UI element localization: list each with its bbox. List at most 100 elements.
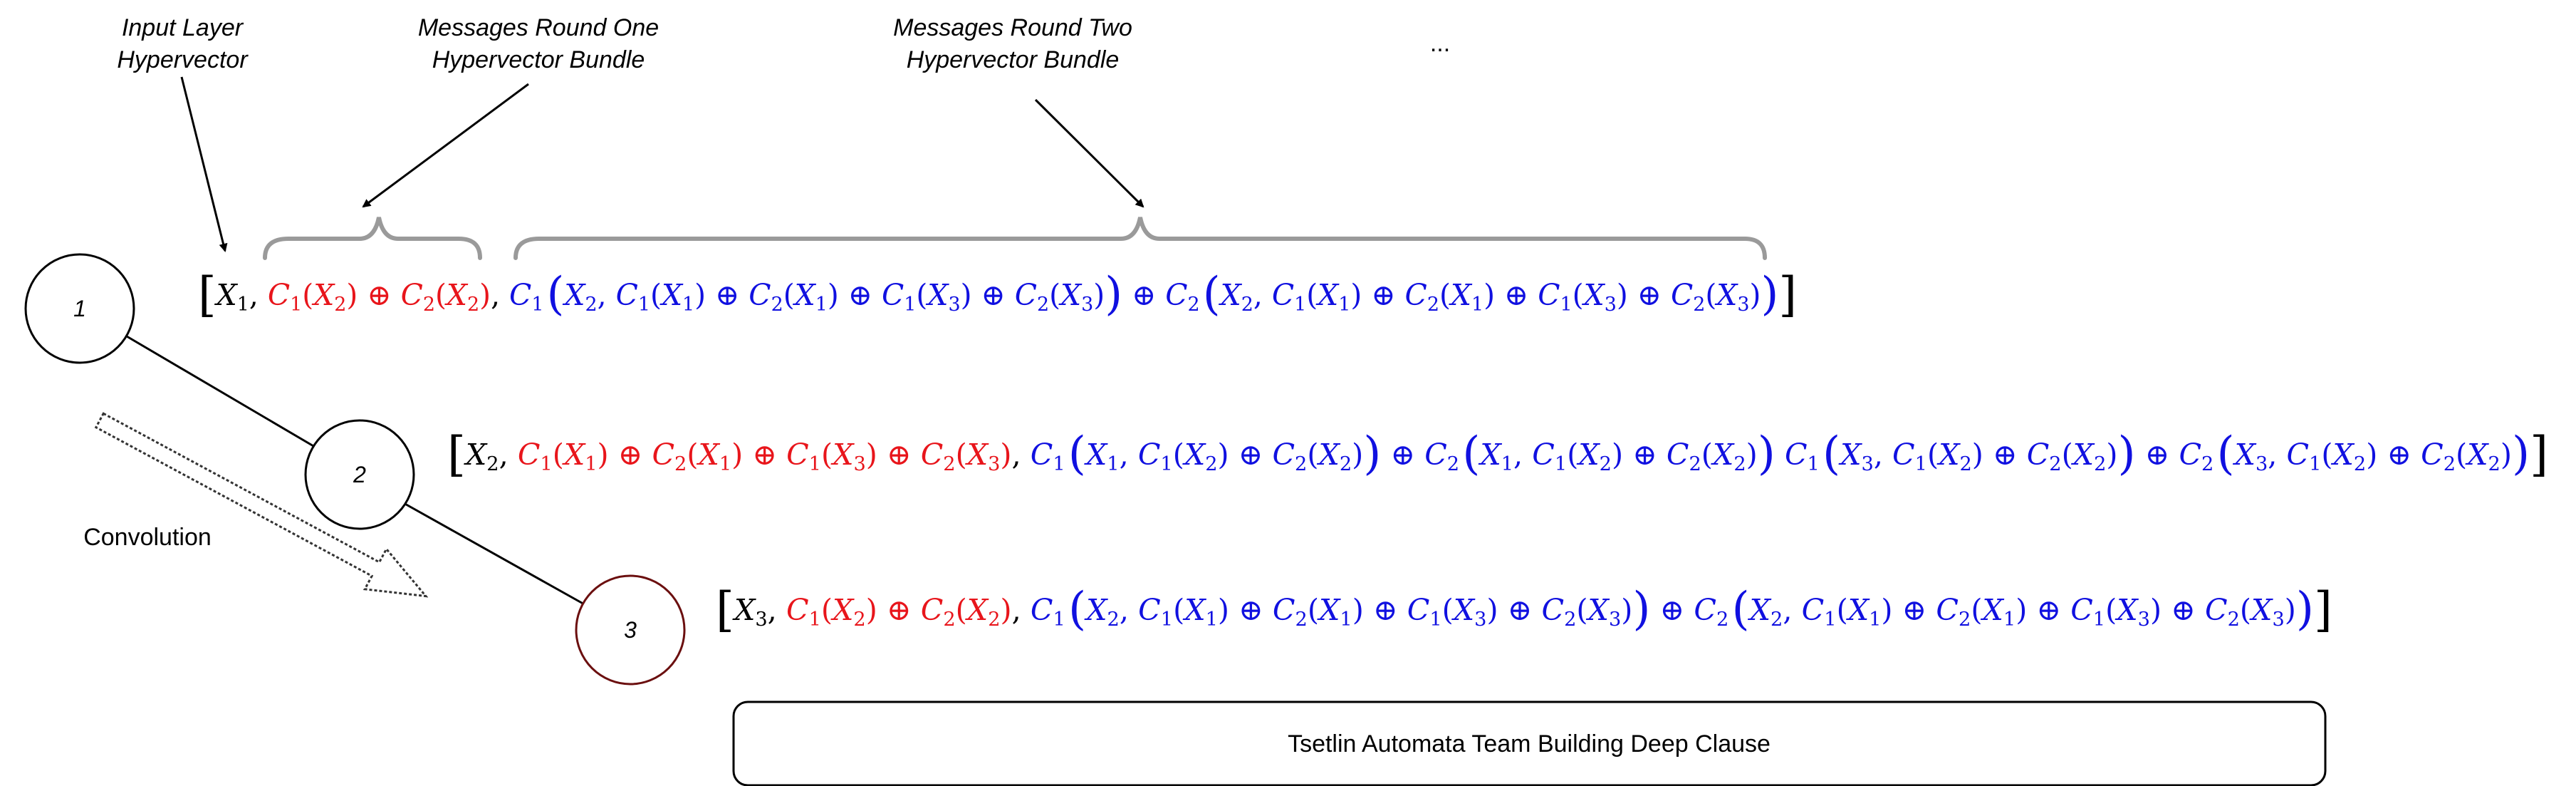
- equation-symbol: ): [1483, 278, 1495, 312]
- equation-symbol: ): [1218, 438, 1229, 472]
- equation-row-2: [​X2, C1(X1) ⊕ C2(X1) ⊕ C1(X3) ⊕ C2(X3),…: [447, 427, 2548, 482]
- equation-subscript: 3: [948, 294, 960, 316]
- equation-big-paren: (: [547, 268, 565, 321]
- equation-subscript: 2: [1427, 294, 1439, 316]
- equation-symbol: ): [479, 278, 491, 312]
- equation-variable: C: [2070, 593, 2093, 627]
- equation-subscript: 2: [988, 609, 1000, 631]
- equation-symbol: (: [1307, 438, 1318, 472]
- equation-symbol: (: [1971, 593, 1982, 627]
- equation-variable: C: [1015, 278, 1037, 312]
- equation-symbol: (: [1837, 593, 1848, 627]
- equation-subscript: 1: [1053, 453, 1065, 475]
- equation-variable: X: [1714, 278, 1738, 312]
- round-two-arrow: [1034, 98, 1144, 208]
- equation-symbol: ⊕: [877, 438, 921, 472]
- equation-subscript: 1: [809, 453, 821, 475]
- equation-symbol: (: [956, 593, 967, 627]
- equation-variable: C: [1541, 593, 1564, 627]
- equation-subscript: 1: [290, 294, 302, 316]
- equation-subscript: 2: [334, 294, 346, 316]
- equation-variable: X: [1478, 438, 1502, 472]
- equation-variable: X: [214, 278, 239, 312]
- equation-symbol: ): [961, 278, 972, 312]
- equation-symbol: ⊕: [2162, 593, 2205, 627]
- equation-bracket: [: [716, 582, 734, 637]
- equation-symbol: (: [956, 438, 967, 472]
- equation-variable: X: [1451, 593, 1476, 627]
- equation-variable: X: [925, 278, 949, 312]
- edge-2-3: [402, 501, 588, 607]
- equation-big-paren: (: [2216, 428, 2234, 480]
- equation-symbol: (: [1567, 438, 1578, 472]
- equation-subscript: 1: [1206, 609, 1218, 631]
- equation-variable: X: [659, 278, 684, 312]
- node-2-label: 2: [353, 462, 366, 487]
- equation-variable: C: [652, 438, 674, 472]
- round-two-label-line1: Messages Round Two: [893, 14, 1132, 41]
- equation-variable: X: [464, 438, 488, 472]
- equation-variable: X: [2071, 438, 2095, 472]
- equation-subscript: 2: [943, 453, 955, 475]
- equation-variable: X: [2331, 438, 2355, 472]
- equation-big-paren: ): [1105, 268, 1122, 321]
- equation-symbol: (: [1173, 593, 1184, 627]
- equation-symbol: ): [1881, 593, 1892, 627]
- input-layer-label-line2: Hypervector: [117, 46, 249, 73]
- equation-variable: C: [749, 278, 771, 312]
- equation-subscript: 3: [2272, 609, 2284, 631]
- equation-symbol: ⊕: [1623, 438, 1667, 472]
- equation-symbol: ⊕: [1983, 438, 2027, 472]
- equation-symbol: ): [2501, 438, 2512, 472]
- equation-subscript: 2: [1107, 609, 1120, 631]
- equation-symbol: ,: [1012, 593, 1031, 627]
- equation-symbol: ): [2106, 438, 2117, 472]
- equation-symbol: ): [2366, 438, 2377, 472]
- equation-variable: X: [1576, 438, 1600, 472]
- equation-symbol: ⊕: [2136, 438, 2179, 472]
- input-layer-arrow: [180, 76, 228, 252]
- equation-subscript: 2: [1959, 453, 1971, 475]
- equation-symbol: (: [687, 438, 698, 472]
- equation-variable: C: [1424, 438, 1447, 472]
- equation-subscript: 1: [638, 294, 650, 316]
- equation-symbol: (: [2456, 438, 2467, 472]
- equation-symbol: ,: [1783, 593, 1801, 627]
- equation-big-paren: (: [1068, 583, 1086, 636]
- equation-big-paren: ): [2512, 428, 2530, 480]
- equation-symbol: ): [1746, 438, 1758, 472]
- equation-symbol: ,: [768, 593, 786, 627]
- equation-symbol: ⊕: [1122, 278, 1165, 312]
- equation-subscript: 3: [1737, 294, 1749, 316]
- equation-subscript: 2: [943, 609, 955, 631]
- equation-symbol: ⊕: [743, 438, 786, 472]
- equation-subscript: 2: [1689, 453, 1701, 475]
- equation-subscript: 2: [1037, 294, 1049, 316]
- equation-variable: C: [1405, 278, 1427, 312]
- equation-variable: X: [1711, 438, 1735, 472]
- equation-variable: C: [1538, 278, 1560, 312]
- equation-subscript: 1: [809, 609, 821, 631]
- equation-big-paren: ): [1758, 428, 1775, 480]
- caption-box: [732, 700, 2327, 786]
- equation-subscript: 1: [2093, 609, 2105, 631]
- equation-variable: X: [1748, 593, 1772, 627]
- equation-subscript: 2: [2201, 453, 2213, 475]
- equation-variable: X: [1586, 593, 1610, 627]
- equation-variable: X: [1219, 278, 1243, 312]
- equation-subscript: 2: [2049, 453, 2061, 475]
- equation-subscript: 3: [755, 609, 767, 631]
- equation-symbol: ,: [1253, 278, 1272, 312]
- equation-subscript: 1: [1915, 453, 1927, 475]
- equation-symbol: (: [1576, 593, 1587, 627]
- equation-subscript: 2: [674, 453, 687, 475]
- equation-variable: C: [921, 438, 944, 472]
- equation-subscript: 1: [1824, 609, 1836, 631]
- round-one-label-line1: Messages Round One: [418, 14, 659, 41]
- equation-variable: X: [965, 438, 989, 472]
- equation-subscript: 1: [1160, 453, 1172, 475]
- equation-subscript: 1: [1555, 453, 1567, 475]
- equation-variable: X: [311, 278, 335, 312]
- equation-variable: X: [444, 278, 469, 312]
